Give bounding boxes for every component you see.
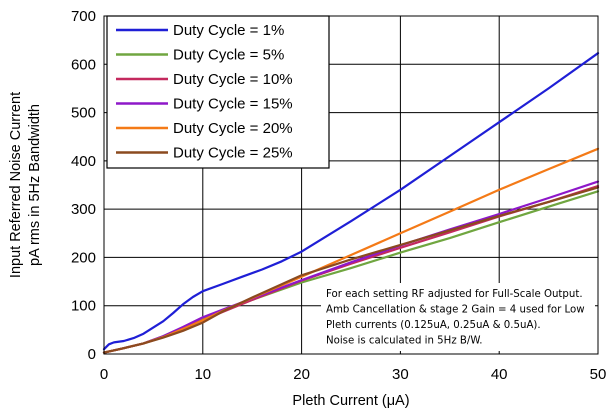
annotation: For each setting RF adjusted for Full-Sc… xyxy=(321,283,595,351)
legend-label-2: Duty Cycle = 5% xyxy=(173,47,284,64)
legend-label-3: Duty Cycle = 10% xyxy=(173,71,293,88)
series-line-1 xyxy=(102,52,600,351)
legend-label-6: Duty Cycle = 25% xyxy=(173,145,293,162)
y-tick-label-3: 300 xyxy=(71,201,96,218)
annotation-line-3: Pleth currents (0.125uA, 0.25uA & 0.5uA)… xyxy=(326,320,541,331)
series-layer xyxy=(102,52,600,354)
annotation-line-2: Amb Cancellation & stage 2 Gain = 4 used… xyxy=(326,305,585,316)
y-tick-label-5: 500 xyxy=(71,105,96,122)
annotation-line-1: For each setting RF adjusted for Full-Sc… xyxy=(326,289,583,300)
x-tick-label-3: 30 xyxy=(392,366,409,383)
x-axis-label: Pleth Current (μA) xyxy=(292,393,409,409)
legend: Duty Cycle = 1% Duty Cycle = 5% Duty Cycle… xyxy=(106,15,330,169)
y-axis-label-line-1: Input Referred Noise Current xyxy=(8,92,24,278)
legend-label-4: Duty Cycle = 15% xyxy=(173,96,293,113)
y-tick-label-4: 400 xyxy=(71,153,96,170)
y-axis-label-line-2: pA rms in 5Hz Bandwidth xyxy=(27,104,43,266)
x-tick-label-5: 50 xyxy=(590,366,607,383)
plot-frame xyxy=(103,15,599,355)
x-tick-label-1: 10 xyxy=(194,366,211,383)
y-tick-label-0: 0 xyxy=(88,346,96,363)
y-tick-label-2: 200 xyxy=(71,249,96,266)
legend-box xyxy=(106,15,330,169)
annotation-box xyxy=(321,283,595,351)
x-tick-label-2: 20 xyxy=(293,366,310,383)
y-axis-label: Input Referred Noise Current pA rms in 5… xyxy=(8,92,43,278)
y-tick-label-6: 600 xyxy=(71,56,96,73)
annotation-line-4: Noise is calculated in 5Hz B/W. xyxy=(326,336,482,347)
x-tick-label-4: 40 xyxy=(491,366,508,383)
legend-label-5: Duty Cycle = 20% xyxy=(173,120,293,137)
y-tick-label-1: 100 xyxy=(71,298,96,315)
y-tick-label-7: 700 xyxy=(71,8,96,25)
series-line-6 xyxy=(102,186,600,354)
x-tick-label-0: 0 xyxy=(100,366,108,383)
legend-label-1: Duty Cycle = 1% xyxy=(173,22,284,39)
